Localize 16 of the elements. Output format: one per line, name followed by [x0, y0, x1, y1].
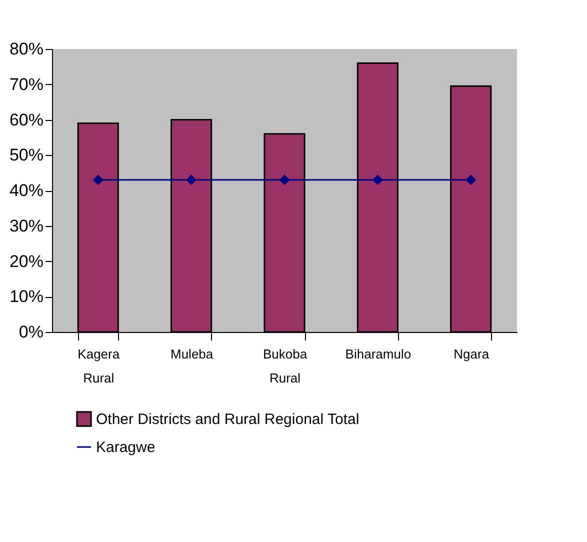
y-tick-label: 50% — [9, 146, 44, 165]
y-tick-label: 40% — [9, 181, 44, 200]
y-tick-label: 0% — [18, 322, 44, 342]
y-tick-label: 80% — [9, 40, 44, 58]
y-tick-label: 20% — [9, 252, 44, 271]
legend-label: Karagwe — [96, 439, 156, 456]
x-tick-label: Muleba — [170, 346, 214, 362]
x-tick-label: Ngara — [454, 346, 490, 362]
y-tick-label: 60% — [9, 110, 44, 130]
y-tick-label: 10% — [9, 287, 44, 306]
x-tick-label: Kagera Rural — [78, 346, 120, 386]
x-tick-label: Biharamulo — [345, 346, 412, 362]
legend-label: Other Districts and Rural Regional Total — [96, 411, 360, 428]
y-tick-label: 30% — [9, 216, 44, 236]
x-tick-label: Bukoba Rural — [262, 346, 308, 386]
y-tick-label: 70% — [9, 74, 44, 94]
